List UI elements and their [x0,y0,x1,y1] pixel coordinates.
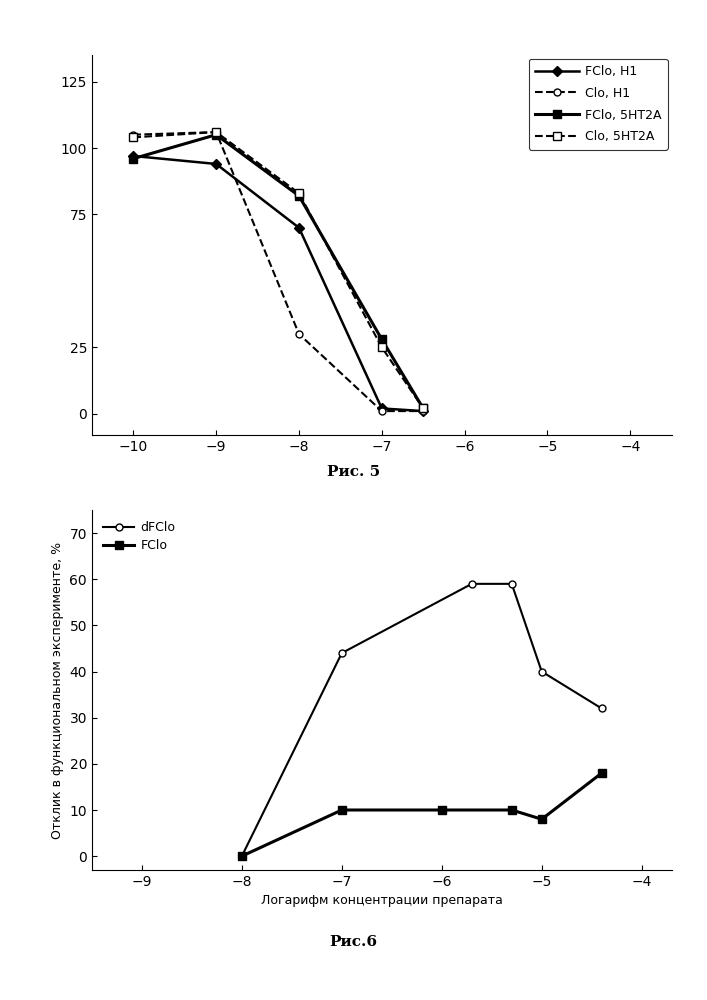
Clo, H1 [212,126,221,138]
FClo [238,850,246,862]
dFClo [537,666,546,678]
FClo, H1 [378,402,386,414]
X-axis label: Логарифм концентрации препарата: Логарифм концентрации препарата [261,894,503,907]
FClo, 5HT2A [378,333,386,345]
Clo, 5HT2A [378,341,386,353]
FClo, 5HT2A [295,190,303,202]
Line: FClo, H1: FClo, H1 [130,153,426,415]
Clo, H1 [129,129,138,141]
Line: FClo: FClo [238,769,606,860]
FClo [337,804,346,816]
Clo, H1 [295,328,303,340]
Clo, H1 [378,405,386,417]
FClo, H1 [129,150,138,162]
Clo, 5HT2A [419,402,428,414]
Clo, H1 [419,405,428,417]
FClo [537,813,546,825]
Clo, 5HT2A [129,131,138,143]
FClo, 5HT2A [212,129,221,141]
FClo [438,804,446,816]
FClo [508,804,516,816]
Clo, 5HT2A [295,187,303,199]
dFClo [337,647,346,659]
Line: Clo, H1: Clo, H1 [130,129,426,415]
Y-axis label: Отклик в функциональном эксперименте, %: Отклик в функциональном эксперименте, % [51,541,64,839]
Legend: FClo, H1, Clo, H1, FClo, 5HT2A, Clo, 5HT2A: FClo, H1, Clo, H1, FClo, 5HT2A, Clo, 5HT… [529,59,668,149]
dFClo [508,578,516,590]
FClo, H1 [419,405,428,417]
FClo, H1 [212,158,221,170]
dFClo [238,850,246,862]
dFClo [597,702,606,714]
Clo, 5HT2A [212,126,221,138]
FClo, H1 [295,222,303,234]
Text: Рис. 5: Рис. 5 [327,465,380,479]
Legend: dFClo, FClo: dFClo, FClo [98,516,181,557]
FClo, 5HT2A [419,402,428,414]
FClo [597,767,606,779]
Line: dFClo: dFClo [238,580,605,860]
Line: FClo, 5HT2A: FClo, 5HT2A [129,131,427,413]
Line: Clo, 5HT2A: Clo, 5HT2A [129,128,427,413]
Text: Рис.6: Рис.6 [329,935,378,949]
FClo, 5HT2A [129,153,138,165]
dFClo [467,578,476,590]
